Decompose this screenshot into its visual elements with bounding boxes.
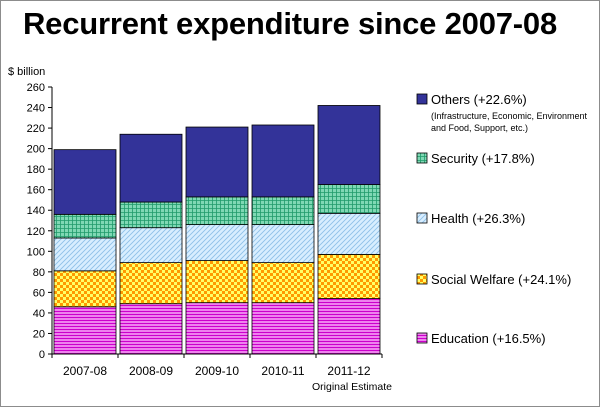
legend-note-line: (Infrastructure, Economic, Environment <box>431 111 588 121</box>
y-tick-label: 0 <box>39 349 45 361</box>
bar-segment <box>185 260 249 304</box>
bar-segment <box>119 227 183 264</box>
x-axis: 2007-08 2008-09 2009-10 2010-11 2011-12 Origi… <box>51 353 392 393</box>
legend-swatch <box>416 273 428 285</box>
x-category-label: 2008-09 <box>129 364 173 378</box>
y-tick-label: 100 <box>27 246 45 258</box>
bars <box>53 105 381 355</box>
bar-segment <box>317 212 381 255</box>
x-category-label: 2010-11 <box>261 364 304 378</box>
bar-segment <box>53 149 117 215</box>
x-category-label: 2011-12 <box>327 364 370 378</box>
bar-segment <box>251 124 315 198</box>
y-tick-label: 120 <box>27 226 45 238</box>
legend-label: Social Welfare (+24.1%) <box>431 272 571 287</box>
y-axis: 0 20 40 60 80 100 120 140 160 180 200 220 240 260 <box>27 82 53 361</box>
bar-segment <box>119 262 183 305</box>
legend-swatch <box>416 332 428 344</box>
legend-label: Security (+17.8%) <box>431 151 535 166</box>
legend-swatch <box>416 212 428 224</box>
legend-swatch <box>416 152 428 164</box>
chart-title: Recurrent expenditure since 2007-08 <box>22 6 558 41</box>
bar-segment <box>251 196 315 226</box>
y-axis-unit-label: $ billion <box>8 66 46 78</box>
bar-segment <box>53 237 117 272</box>
bar-segment <box>119 133 183 203</box>
bar-segment <box>251 224 315 264</box>
bar-segment <box>317 253 381 299</box>
bar-segment <box>53 213 117 239</box>
bar-segment <box>119 303 183 355</box>
bar-segment <box>317 298 381 355</box>
bar-segment <box>53 306 117 355</box>
legend: Others (+22.6%) (Infrastructure, Economic… <box>416 92 588 346</box>
bar-segment <box>185 126 249 198</box>
bar-segment <box>185 196 249 226</box>
bar-segment <box>251 302 315 355</box>
x-category-label: 2007-08 <box>63 364 107 378</box>
legend-swatch <box>416 93 428 105</box>
y-tick-label: 220 <box>27 123 45 135</box>
y-tick-label: 160 <box>27 185 45 197</box>
y-tick-label: 40 <box>33 308 45 320</box>
bar-segment <box>119 201 183 229</box>
legend-label: Health (+26.3%) <box>431 211 525 226</box>
y-tick-label: 20 <box>33 328 45 340</box>
legend-label: Education (+16.5%) <box>431 331 546 346</box>
legend-note-line: and Food, Support, etc.) <box>431 123 528 133</box>
legend-label: Others (+22.6%) <box>431 92 527 107</box>
y-tick-label: 260 <box>27 82 45 94</box>
x-category-note: Original Estimate <box>312 381 392 393</box>
y-tick-label: 200 <box>27 144 45 156</box>
y-tick-label: 80 <box>33 267 45 279</box>
bar-segment <box>317 105 381 185</box>
bar-segment <box>317 184 381 214</box>
y-tick-label: 240 <box>27 103 45 115</box>
bar-segment <box>251 262 315 304</box>
x-category-label: 2009-10 <box>195 364 239 378</box>
bar-segment <box>53 270 117 308</box>
y-tick-label: 60 <box>33 287 45 299</box>
y-tick-label: 180 <box>27 164 45 176</box>
bar-segment <box>185 302 249 355</box>
y-tick-label: 140 <box>27 205 45 217</box>
bar-segment <box>185 224 249 261</box>
